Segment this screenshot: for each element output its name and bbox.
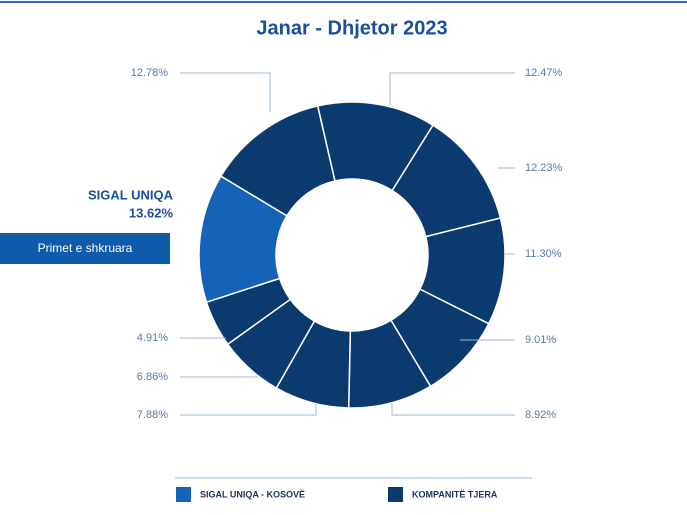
- data-label: 12.47%: [525, 67, 563, 79]
- highlight-value: 13.62%: [129, 205, 174, 220]
- leader-line: [389, 72, 515, 105]
- leader-line: [180, 404, 317, 416]
- legend-label: SIGAL UNIQA - KOSOVË: [200, 489, 305, 499]
- legend-label: KOMPANITË TJERA: [412, 489, 498, 499]
- data-label: 7.88%: [137, 409, 168, 421]
- data-label: 4.91%: [137, 332, 168, 344]
- data-label: 12.23%: [525, 162, 563, 174]
- donut-slice: [205, 277, 292, 346]
- data-label: 11.30%: [525, 248, 562, 260]
- data-label: 6.86%: [137, 371, 168, 383]
- data-label: 12.78%: [131, 67, 169, 79]
- annotation: Primet e shkruara: [38, 241, 133, 255]
- leader-line: [180, 72, 271, 112]
- legend-swatch: [388, 487, 403, 502]
- annotation-box: [0, 233, 170, 264]
- chart-title: Janar - Dhjetor 2023: [256, 17, 447, 39]
- highlight-name: SIGAL UNIQA: [88, 187, 174, 202]
- data-label: 8.92%: [525, 409, 556, 421]
- data-label: 9.01%: [525, 334, 556, 346]
- legend-swatch: [176, 487, 191, 502]
- leader-line: [391, 403, 515, 416]
